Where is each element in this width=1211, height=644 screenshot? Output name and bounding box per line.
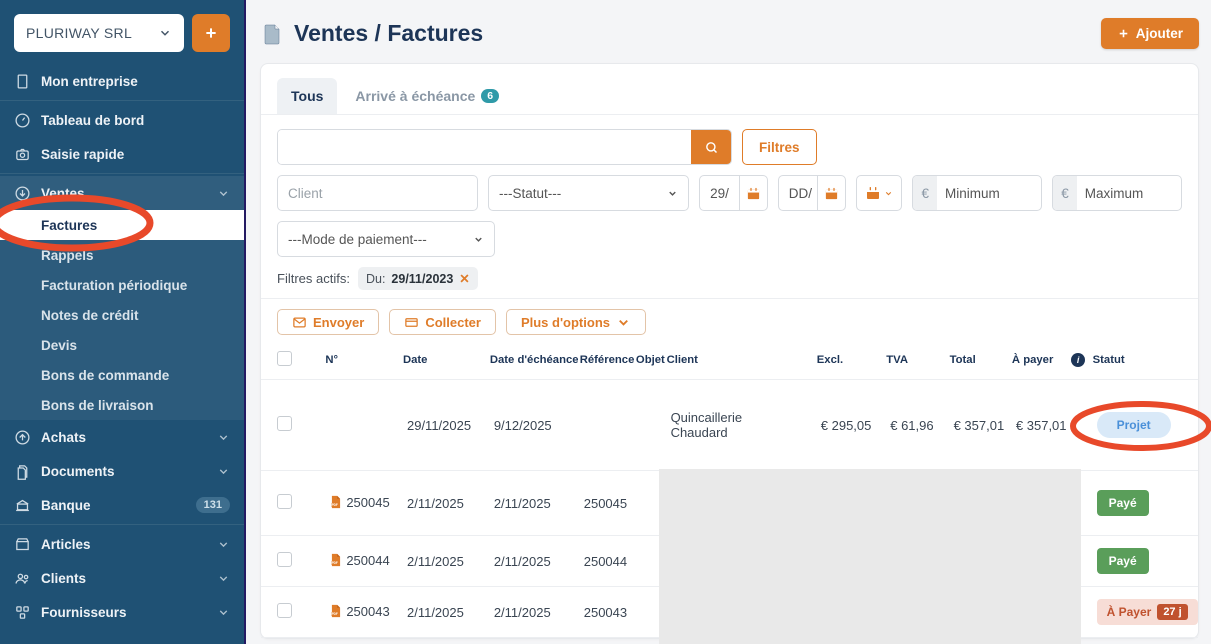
svg-text:PDF: PDF [332,503,338,507]
svg-text:PDF: PDF [332,612,338,616]
svg-text:PDF: PDF [332,561,338,565]
